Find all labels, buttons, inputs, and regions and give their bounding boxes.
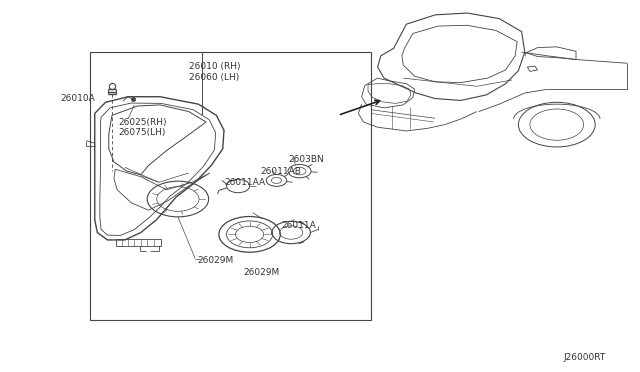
Text: 26011AA: 26011AA [224,178,265,187]
Bar [116,239,161,246]
Text: 26060 (LH): 26060 (LH) [189,73,239,81]
Text: J26000RT: J26000RT [563,353,605,362]
Text: 26010A: 26010A [61,94,95,103]
Text: 26029M: 26029M [243,268,280,277]
Text: 26025(RH): 26025(RH) [118,118,167,127]
Text: 26075(LH): 26075(LH) [118,128,166,137]
Bar [90,52,371,320]
Text: 2603BN: 2603BN [288,155,324,164]
Text: 26010 (RH): 26010 (RH) [189,62,240,71]
Text: 26011AB: 26011AB [260,167,301,176]
Text: 26011A: 26011A [282,221,316,230]
Text: 26029M: 26029M [197,256,234,265]
